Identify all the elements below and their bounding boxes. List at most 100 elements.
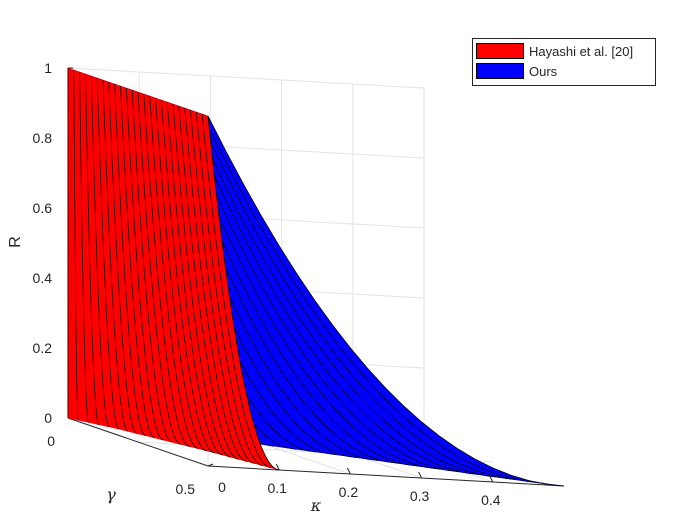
surface-0-patch-1-7: [75, 271, 84, 297]
surface-0-patch-3-9: [91, 318, 101, 340]
z-tick-label-2: 0.4: [33, 270, 53, 286]
surface-0-patch-1-12: [76, 363, 86, 380]
surfaces: [67, 67, 565, 487]
legend-swatch-ours: [476, 63, 524, 79]
surface-0-patch-2-1: [79, 105, 88, 141]
surface-0-patch-2-5: [81, 225, 90, 253]
surface-0-patch-1-4: [74, 195, 83, 226]
grid-back-z-5: [67, 67, 425, 89]
surface-0-mesh-20: [184, 107, 248, 462]
surface-0-patch-0-2: [67, 134, 75, 168]
z-tick-label-1: 0.2: [33, 340, 53, 356]
surface-0-patch-2-4: [81, 197, 90, 228]
surface-0-patch-3-5: [88, 227, 97, 256]
surface-0-mesh-2: [79, 71, 89, 423]
surface-0-patch-3-11: [92, 353, 103, 371]
surface-0-patch-3-8: [90, 298, 100, 321]
legend-item-hayashi: Hayashi et al. [20]: [476, 41, 633, 61]
surface-0-patch-1-6: [74, 248, 84, 275]
x-tick-label-3: 0.4: [481, 492, 501, 508]
surface-0-mesh-7: [108, 81, 137, 434]
surface-0-mesh-5: [96, 77, 120, 430]
x-tick-label-1: 0.2: [339, 484, 359, 500]
legend-swatch-hayashi: [476, 43, 524, 59]
surface-1-mesh-19: [178, 105, 461, 473]
surface-0-mesh-6: [102, 79, 129, 432]
surface-0-patch-0-5: [67, 220, 76, 249]
surface-0-edge: [207, 115, 280, 471]
x-tick-mark-0: [275, 463, 280, 471]
surface-1-mesh-23: [201, 113, 544, 484]
surface-0-patch-1-11: [76, 349, 86, 367]
surface-0-patch-2-7: [82, 274, 92, 299]
surface-0-mesh-17: [166, 101, 223, 456]
surface-0-patch-1-3: [74, 166, 82, 199]
y-tick-label-0: 0: [47, 433, 55, 449]
surface-0-mesh-15: [155, 97, 207, 452]
surface-0-patch-0-7: [67, 269, 76, 295]
surface-1-mesh-21: [190, 109, 503, 478]
x-tick-label-2: 0.3: [410, 488, 430, 504]
y-axis-label: γ: [106, 485, 116, 504]
legend-label-ours: Ours: [529, 63, 558, 79]
surface-0-mesh-11: [131, 89, 173, 443]
surface-0-patch-1-10: [75, 332, 85, 352]
surface-0-mesh-1: [73, 69, 79, 421]
surface-0-mesh-22: [195, 111, 264, 467]
surface-0-patch-1-8: [75, 293, 84, 317]
surface-0-mesh-3: [85, 73, 100, 425]
surface-0-patch-2-8: [82, 295, 92, 319]
surface-0-patch-3-10: [91, 336, 102, 356]
surface-1-mesh-22: [195, 111, 523, 481]
surface-0-mesh-9: [120, 85, 155, 439]
kappa-axis-line: [207, 465, 565, 487]
surface-0-patch-0-4: [67, 193, 76, 224]
x-axis-label: κ: [310, 496, 322, 515]
surface-0-mesh-12: [137, 91, 181, 445]
surface-0-patch-3-7: [89, 276, 99, 301]
surface-0-patch-2-3: [80, 168, 89, 201]
y-tick-label-1: 0.5: [176, 481, 196, 497]
surface-1-mesh-20: [184, 107, 482, 476]
surface-0-patch-2-11: [84, 351, 94, 369]
surface-0-mesh-13: [143, 93, 190, 447]
z-tick-label-0: 0: [44, 410, 52, 426]
tick-labels: 0 0.2 0.4 0.6 0.8 1 0.1 0.2 0.3 0.4 0 0 0.5: [33, 60, 501, 508]
surface-0-patch-0-10: [67, 330, 77, 350]
legend: Hayashi et al. [20] Ours: [472, 38, 656, 86]
x-tick-label-0: 0.1: [267, 480, 287, 496]
surface-0-mesh-16: [160, 99, 215, 454]
surface-0-patch-2-12: [84, 366, 95, 382]
surface-0-patch-0-0: [67, 67, 75, 105]
y-tick-mark-1: [207, 463, 214, 467]
surface-0-patch-1-5: [74, 222, 83, 251]
surface-1-edge: [207, 115, 565, 487]
surface-0-patch-0-6: [67, 246, 76, 273]
z-axis-label: R: [7, 236, 24, 248]
surface-0-patch-1-2: [74, 136, 82, 170]
z-tick-label-5: 1: [44, 60, 52, 76]
surface-0-mesh-18: [172, 103, 231, 458]
x-tick-label-zero: 0: [218, 479, 226, 495]
surface-0-mesh-14: [149, 95, 199, 450]
x-tick-mark-2: [418, 471, 423, 479]
surface-0-patch-2-6: [82, 250, 91, 277]
surface-0-patch-3-12: [93, 368, 104, 385]
surface-0-patch-0-3: [67, 164, 75, 197]
surface-0-patch-2-9: [83, 316, 93, 338]
z-tick-label-4: 0.8: [33, 130, 53, 146]
legend-item-ours: Ours: [476, 61, 557, 81]
surface-0-mesh-8: [114, 83, 146, 437]
surface-0-patch-3-6: [89, 252, 98, 279]
surface-0-patch-0-8: [67, 291, 77, 315]
surface-series-0: [67, 67, 280, 471]
surface-0-patch-0-11: [67, 346, 77, 365]
legend-label-hayashi: Hayashi et al. [20]: [529, 43, 634, 59]
gamma-axis-line: [67, 417, 209, 467]
surface-0-patch-0-12: [67, 361, 77, 378]
surface-0-patch-2-10: [83, 334, 94, 354]
surface-0-mesh-10: [125, 87, 164, 441]
surface-0-mesh-23: [201, 113, 272, 469]
surface-0-patch-2-2: [80, 138, 88, 172]
